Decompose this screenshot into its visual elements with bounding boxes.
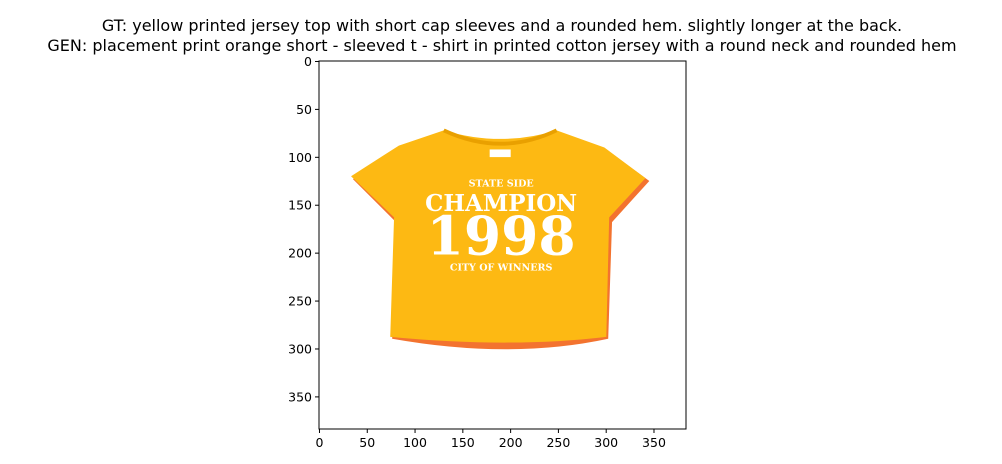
shirt-print: STATE SIDE bbox=[469, 178, 534, 189]
shirt-image: STATE SIDE CHAMPION 1998 CITY OF WINNERS bbox=[351, 128, 650, 350]
label-tag bbox=[489, 149, 511, 158]
title-line: GEN: placement print orange short - slee… bbox=[47, 36, 956, 55]
x-tick-label: 350 bbox=[642, 435, 666, 450]
collar bbox=[442, 128, 558, 146]
shirt-print: 1998 bbox=[427, 204, 576, 267]
axes-frame bbox=[318, 60, 687, 430]
y-tick-label: 200 bbox=[288, 246, 312, 261]
shirt-print: CHAMPION bbox=[425, 190, 577, 217]
shirt-print: CITY OF WINNERS bbox=[450, 262, 553, 273]
x-tick-label: 0 bbox=[316, 435, 324, 450]
title-line: GT: yellow printed jersey top with short… bbox=[102, 16, 902, 35]
x-tick-label: 200 bbox=[499, 435, 523, 450]
shirt-body bbox=[351, 130, 646, 343]
y-tick-label: 300 bbox=[288, 341, 312, 356]
x-tick-label: 150 bbox=[451, 435, 475, 450]
y-tick-label: 100 bbox=[288, 150, 312, 165]
x-tick-label: 300 bbox=[594, 435, 618, 450]
y-tick-label: 150 bbox=[288, 198, 312, 213]
y-tick-label: 350 bbox=[288, 389, 312, 404]
x-tick-label: 100 bbox=[403, 435, 427, 450]
y-tick-label: 0 bbox=[304, 54, 312, 69]
y-tick-label: 250 bbox=[288, 294, 312, 309]
x-tick-label: 50 bbox=[359, 435, 375, 450]
x-tick-label: 250 bbox=[546, 435, 570, 450]
y-tick-label: 50 bbox=[296, 102, 312, 117]
